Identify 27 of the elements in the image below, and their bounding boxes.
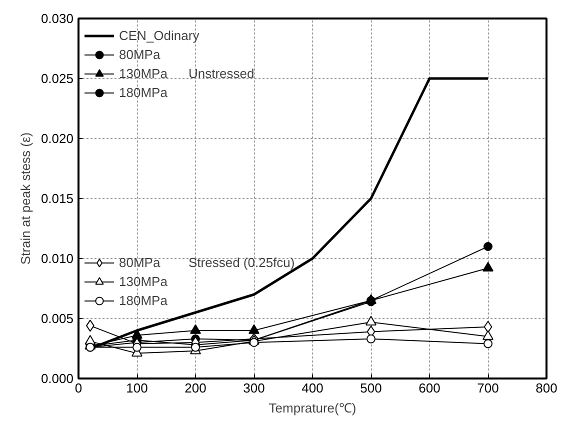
x-tick-label: 600 bbox=[418, 380, 440, 396]
legend-label: 130MPa bbox=[119, 65, 168, 83]
x-tick-label: 0 bbox=[74, 380, 82, 396]
x-tick-label: 700 bbox=[477, 380, 499, 396]
y-tick-label: 0.000 bbox=[40, 371, 74, 386]
x-tick-label: 300 bbox=[243, 380, 265, 396]
x-tick-label: 400 bbox=[302, 380, 324, 396]
annotation: Unstressed bbox=[188, 66, 254, 81]
y-tick-label: 0.030 bbox=[40, 11, 74, 26]
legend-label: 80MPa bbox=[119, 46, 160, 64]
legend-label: 130MPa bbox=[119, 273, 168, 291]
legend-label: 80MPa bbox=[119, 254, 160, 272]
x-tick-label: 800 bbox=[536, 380, 558, 396]
legend-label: 180MPa bbox=[119, 84, 168, 102]
legend-label: 180MPa bbox=[119, 292, 168, 310]
y-tick-label: 0.005 bbox=[40, 311, 74, 326]
x-tick-label: 500 bbox=[360, 380, 382, 396]
annotation: Stressed (0.25fcu) bbox=[188, 255, 295, 270]
legend-label: CEN_Odinary bbox=[119, 27, 200, 45]
x-tick-label: 200 bbox=[184, 380, 206, 396]
x-axis-title: Temprature(℃) bbox=[268, 400, 356, 416]
y-tick-label: 0.020 bbox=[40, 131, 74, 146]
y-tick-label: 0.010 bbox=[40, 251, 74, 266]
x-tick-label: 100 bbox=[126, 380, 148, 396]
y-axis-title: Strain at peak stess (ε) bbox=[18, 132, 33, 265]
y-tick-label: 0.025 bbox=[40, 71, 74, 86]
y-tick-label: 0.015 bbox=[40, 191, 74, 206]
